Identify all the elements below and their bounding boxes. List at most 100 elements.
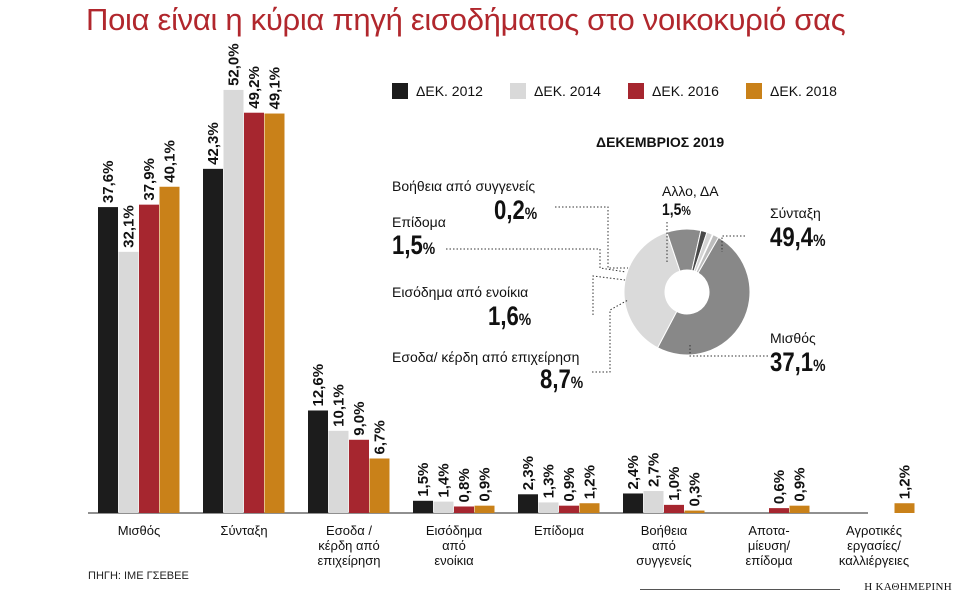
bar — [98, 207, 118, 513]
bar — [643, 491, 664, 513]
category-label: Σύνταξη — [220, 523, 267, 538]
legend-item-2012: ΔΕΚ. 2012 — [392, 83, 510, 99]
bar — [894, 503, 915, 513]
bar — [769, 508, 789, 513]
bar-value-label: 37,6% — [100, 161, 117, 204]
bar-value-label: 49,2% — [246, 66, 263, 109]
category-label: Επίδομα — [534, 523, 584, 538]
donut-slice — [656, 236, 751, 356]
pie-value-other: 1,5% — [662, 200, 691, 219]
bar — [159, 186, 180, 513]
pie-label-business: Εσοδα/ κέρδη από επιχείρηση — [392, 349, 580, 365]
bar-value-label: 1,4% — [436, 463, 453, 497]
bar — [454, 506, 474, 513]
bar-value-label: 1,5% — [415, 463, 432, 497]
bar — [623, 493, 643, 513]
bar — [203, 168, 223, 513]
pie-value-family-num: 0,2 — [494, 195, 525, 225]
leader-line — [721, 235, 745, 252]
chart-legend: ΔΕΚ. 2012 ΔΕΚ. 2014 ΔΕΚ. 2016 ΔΕΚ. 2018 — [392, 83, 864, 99]
bar-value-label: 52,0% — [226, 43, 243, 86]
bar — [559, 505, 579, 513]
pie-value-pension-num: 49,4 — [770, 222, 814, 252]
bar — [518, 494, 538, 513]
legend-label-2018: ΔΕΚ. 2018 — [770, 83, 837, 99]
bar-value-label: 42,3% — [205, 122, 222, 165]
bar-value-label: 40,1% — [162, 140, 179, 183]
bar — [244, 112, 264, 513]
pie-value-pension: 49,4% — [770, 222, 826, 252]
bar-value-label: 1,3% — [541, 464, 558, 498]
bar — [684, 510, 705, 513]
pie-value-salary: 37,1% — [770, 347, 826, 377]
bar — [664, 504, 684, 513]
bar-value-label: 0,9% — [561, 467, 578, 501]
leader-line — [689, 345, 768, 357]
bar — [328, 430, 349, 513]
bar — [474, 505, 495, 513]
bar — [349, 439, 369, 513]
pie-value-business: 8,7% — [540, 364, 584, 394]
chart-title: Ποια είναι η κύρια πηγή εισοδήματος στο … — [86, 2, 846, 37]
bar-value-label: 6,7% — [372, 420, 389, 454]
pie-label-pension: Σύνταξη — [770, 205, 821, 221]
category-label: εργασίες/ — [847, 538, 901, 553]
bar-value-label: 0,9% — [792, 467, 809, 501]
category-label: από — [442, 538, 466, 553]
pie-label-salary: Μισθός — [770, 330, 816, 346]
bar-value-label: 1,2% — [582, 465, 599, 499]
category-label: καλλιέργειες — [839, 553, 909, 568]
bar-value-label: 2,4% — [625, 455, 642, 489]
bar-value-label: 49,1% — [267, 67, 284, 110]
pie-value-family: 0,2% — [494, 195, 538, 225]
pie-label-rent: Εισόδημα από ενοίκια — [392, 284, 529, 300]
bar-value-label: 10,1% — [331, 384, 348, 427]
category-label: μίευση/ — [748, 538, 791, 553]
legend-item-2016: ΔΕΚ. 2016 — [628, 83, 746, 99]
category-label: κέρδη από — [318, 538, 379, 553]
pie-value-allowance: 1,5% — [392, 230, 436, 260]
bar-value-label: 0,9% — [477, 467, 494, 501]
brand-rule — [640, 589, 840, 590]
legend-label-2016: ΔΕΚ. 2016 — [652, 83, 719, 99]
pie-label-other: Αλλο, ΔΑ — [662, 183, 719, 199]
category-label: Αγροτικές — [846, 523, 902, 538]
category-label: επίδομα — [745, 553, 793, 568]
bar — [139, 204, 159, 513]
legend-label-2012: ΔΕΚ. 2012 — [416, 83, 483, 99]
pie-label-allowance: Επίδομα — [392, 214, 446, 230]
pie-value-business-num: 8,7 — [540, 364, 571, 394]
legend-swatch-2012 — [392, 83, 408, 99]
legend-swatch-2016 — [628, 83, 644, 99]
category-label: Εισόδημα — [426, 523, 483, 538]
bar-value-label: 1,0% — [666, 467, 683, 501]
category-label: Αποτα- — [748, 523, 789, 538]
category-label: από — [652, 538, 676, 553]
bar-value-label: 2,7% — [646, 453, 663, 487]
pie-title: ΔΕΚΕΜΒΡΙΟΣ 2019 — [596, 134, 725, 150]
bar — [308, 410, 328, 513]
category-label: Βοήθεια — [641, 523, 688, 538]
leader-line — [446, 248, 627, 273]
legend-item-2018: ΔΕΚ. 2018 — [746, 83, 864, 99]
leader-line — [592, 275, 626, 315]
bar — [223, 89, 244, 513]
bar — [789, 505, 810, 513]
bar-value-label: 32,1% — [121, 205, 138, 248]
category-label: Μισθός — [118, 523, 160, 538]
pie-label-family: Βοήθεια από συγγενείς — [392, 178, 536, 194]
legend-label-2014: ΔΕΚ. 2014 — [534, 83, 601, 99]
category-label: Εσοδα / — [326, 523, 372, 538]
bar-value-label: 0,8% — [456, 468, 473, 502]
legend-swatch-2018 — [746, 83, 762, 99]
bar — [538, 502, 559, 513]
leader-line — [592, 299, 629, 373]
pie-value-other-num: 1,5 — [662, 200, 682, 219]
pie-value-rent: 1,6% — [488, 301, 532, 331]
bar-value-label: 12,6% — [310, 364, 327, 407]
bar — [118, 251, 139, 513]
pie-value-salary-num: 37,1 — [770, 347, 814, 377]
donut-slice — [695, 234, 720, 274]
